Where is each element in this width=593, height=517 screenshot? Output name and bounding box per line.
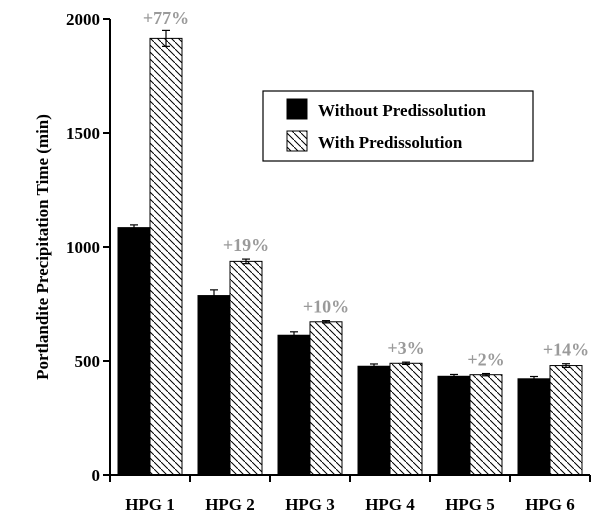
bar-with-4 (389, 362, 423, 476)
legend-box (262, 90, 534, 162)
y-axis-label: Portlandite Precipitation Time (min) (33, 114, 52, 380)
x-tick-label: HPG 5 (445, 495, 495, 514)
percent-increase-label: +3% (387, 338, 424, 358)
x-tick-label: HPG 1 (125, 495, 175, 514)
bar-without-1 (117, 227, 151, 476)
bar-with-3 (309, 321, 343, 476)
y-axis: 0 500 1000 1500 2000 (66, 10, 111, 485)
y-tick-label: 2000 (66, 10, 100, 29)
bar-without-6 (517, 378, 551, 476)
bar-without-4 (357, 365, 391, 476)
legend-swatch-with (286, 130, 308, 152)
bar-without-5 (437, 375, 471, 476)
legend-label-without: Without Predissolution (318, 101, 487, 120)
bar-without-2 (197, 295, 231, 476)
percent-increase-label: +10% (303, 297, 349, 317)
y-tick-label: 1000 (66, 238, 100, 257)
percent-increase-label: +19% (223, 235, 269, 255)
bar-with-2 (229, 260, 263, 476)
legend-label-with: With Predissolution (318, 133, 463, 152)
y-tick-label: 500 (75, 352, 101, 371)
legend: Without Predissolution With Predissoluti… (262, 90, 534, 162)
bar-with-5 (469, 374, 503, 476)
percent-increase-label: +77% (143, 8, 189, 28)
y-tick-label: 0 (92, 466, 101, 485)
percent-increase-label: +14% (543, 340, 589, 360)
x-tick-label: HPG 2 (205, 495, 255, 514)
bar-with-6 (549, 365, 583, 476)
x-tick-label: HPG 4 (365, 495, 415, 514)
percent-increase-label: +2% (467, 350, 504, 370)
bar-with-1 (149, 37, 183, 476)
x-tick-label: HPG 3 (285, 495, 335, 514)
bars (117, 29, 583, 476)
bar-without-3 (277, 334, 311, 476)
annotations: +77% +19% +10% +3% +2% +14% (143, 8, 589, 370)
y-tick-label: 1500 (66, 124, 100, 143)
legend-swatch-without (286, 98, 308, 120)
x-axis: HPG 1 HPG 2 HPG 3 HPG 4 HPG 5 HPG 6 (109, 474, 591, 514)
x-tick-label: HPG 6 (525, 495, 575, 514)
